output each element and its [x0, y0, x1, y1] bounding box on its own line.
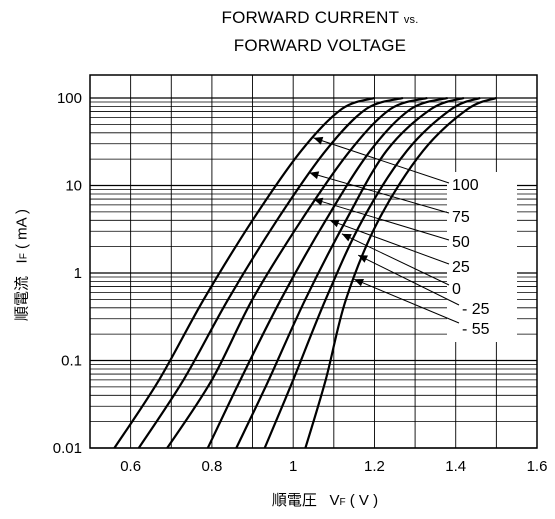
annotation-leader: [341, 233, 450, 286]
series-line: [235, 96, 465, 449]
annotation-leader: [329, 219, 450, 265]
series-line: [206, 96, 448, 449]
series-line: [137, 96, 404, 449]
annotation-leader: [357, 254, 460, 306]
series-line: [304, 96, 497, 449]
x-tick-label: 1.6: [527, 458, 548, 475]
y-tick-label: 0.1: [61, 353, 82, 370]
annotation-arrowhead: [341, 233, 352, 242]
chart-title-main: FORWARD CURRENT: [221, 8, 399, 27]
y-tick-label: 100: [57, 90, 82, 107]
annotation-arrowhead: [358, 255, 368, 263]
x-axis-label-jp: 順電圧: [271, 492, 317, 509]
series-line: [113, 96, 375, 449]
chart-title-line-1: FORWARD CURRENT vs.: [130, 8, 510, 28]
annotation-label: - 55: [462, 321, 490, 338]
annotation-arrowhead: [313, 136, 324, 145]
annotation-label: 50: [452, 234, 470, 251]
annotation-label: 0: [452, 281, 461, 298]
annotation-leader: [313, 137, 450, 184]
y-tick-label: 0.01: [53, 440, 82, 457]
x-axis-label: 順電圧 VF ( V ): [195, 489, 455, 510]
series-line: [263, 96, 481, 449]
x-axis-label-subscript: F: [339, 497, 346, 508]
x-tick-label: 1.4: [445, 458, 466, 475]
annotation-label: 25: [452, 259, 470, 276]
y-tick-label: 10: [65, 178, 82, 195]
annotation-arrowhead: [329, 219, 340, 228]
annotation-leader: [353, 278, 460, 324]
x-tick-label: 1.2: [364, 458, 385, 475]
plot-frame: [89, 74, 538, 449]
chart-title-line-2: FORWARD VOLTAGE: [233, 36, 407, 55]
x-tick-label: 0.8: [201, 458, 222, 475]
x-axis-label-unit: ( V ): [349, 492, 379, 509]
y-tick-label: 1: [74, 265, 82, 282]
annotation-arrowhead: [309, 171, 320, 180]
annotation-arrowhead: [354, 279, 364, 287]
annotation-label: 100: [452, 177, 479, 194]
annotation-label: - 25: [462, 301, 490, 318]
annotation-label: 75: [452, 209, 470, 226]
label-background: [447, 172, 517, 342]
x-axis-label-symbol: V: [329, 492, 340, 509]
chart-title-vs: vs.: [403, 14, 419, 26]
annotation-leader: [309, 172, 450, 214]
x-tick-label: 0.6: [120, 458, 141, 475]
x-tick-label: 1: [289, 458, 297, 475]
annotation-leader: [313, 198, 450, 241]
annotation-arrowhead: [313, 197, 324, 206]
series-line: [166, 96, 428, 449]
